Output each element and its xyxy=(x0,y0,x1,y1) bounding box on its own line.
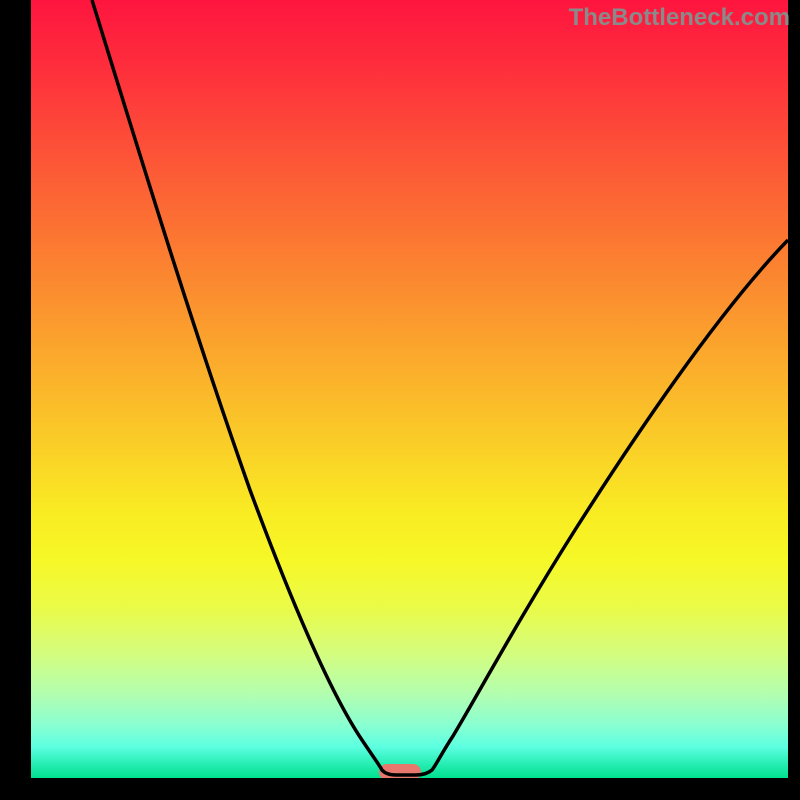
axis-bottom-border xyxy=(0,778,800,800)
bottleneck-chart: TheBottleneck.com xyxy=(0,0,800,800)
chart-background xyxy=(31,0,788,778)
chart-svg xyxy=(0,0,800,800)
axis-right-border xyxy=(788,0,800,800)
axis-left-border xyxy=(0,0,31,800)
